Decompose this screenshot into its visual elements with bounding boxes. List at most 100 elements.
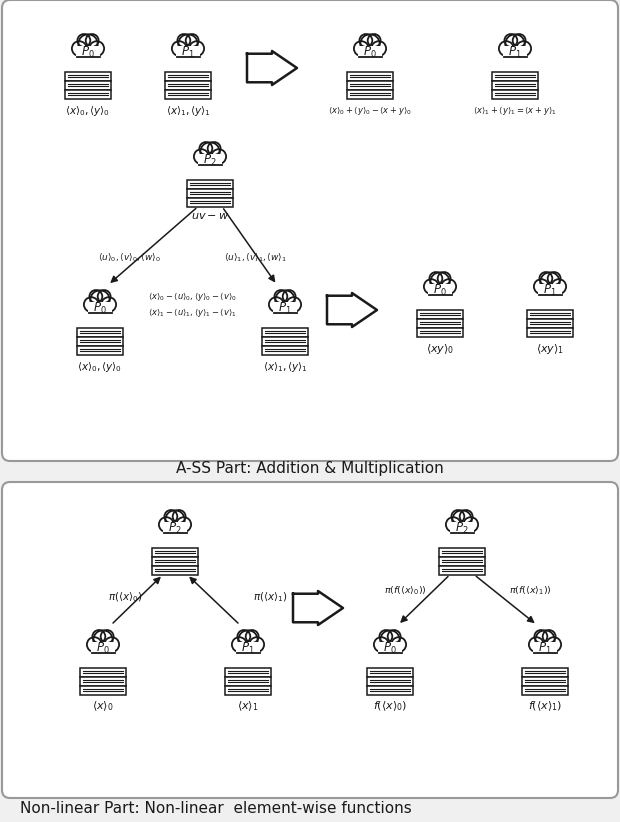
Text: $\langle x\rangle_0+\langle y\rangle_0-\langle x+y\rangle_0$: $\langle x\rangle_0+\langle y\rangle_0-\… [328,104,412,117]
Circle shape [513,34,526,47]
Circle shape [529,637,544,652]
Circle shape [541,272,560,292]
Circle shape [249,637,264,652]
Text: $P_1$: $P_1$ [181,44,195,59]
Bar [492,72,538,81]
Text: $P_1$: $P_1$ [543,283,557,298]
Circle shape [391,637,406,652]
Text: $\langle x\rangle_0-\langle u\rangle_0,\langle y\rangle_0-\langle v\rangle_0$: $\langle x\rangle_0-\langle u\rangle_0,\… [148,289,237,302]
FancyBboxPatch shape [538,287,562,295]
Circle shape [89,41,104,56]
Text: $\langle x\rangle_0,\langle y\rangle_0$: $\langle x\rangle_0,\langle y\rangle_0$ [78,359,123,373]
Bar [527,327,573,336]
Circle shape [275,290,287,303]
Bar [417,319,463,327]
Circle shape [551,279,566,294]
Text: $P_0$: $P_0$ [81,44,95,59]
Circle shape [546,637,561,652]
Circle shape [238,630,258,649]
Bar [187,179,233,188]
Text: $\langle u\rangle_0,\langle v\rangle_0,\langle w\rangle_0$: $\langle u\rangle_0,\langle v\rangle_0,\… [98,251,161,263]
Text: $P_0$: $P_0$ [363,44,377,59]
Bar [65,81,111,90]
Circle shape [354,41,369,56]
Circle shape [441,279,456,294]
Circle shape [430,272,450,292]
Circle shape [379,630,392,643]
Bar [527,310,573,319]
Polygon shape [327,293,377,327]
Circle shape [87,637,102,652]
Bar [80,667,126,677]
Circle shape [499,41,513,56]
Circle shape [380,630,400,649]
Bar [152,556,198,566]
Bar [367,686,413,695]
FancyBboxPatch shape [378,642,402,653]
Text: $P_1$: $P_1$ [538,640,552,656]
FancyBboxPatch shape [273,305,297,313]
Circle shape [269,298,283,312]
Bar [527,319,573,327]
FancyBboxPatch shape [198,155,222,164]
Circle shape [89,290,102,303]
FancyBboxPatch shape [163,522,187,533]
Bar [417,327,463,336]
Circle shape [388,630,401,643]
Text: $\langle x\rangle_1+\langle y\rangle_1=\langle x+y\rangle_1$: $\langle x\rangle_1+\langle y\rangle_1=\… [473,104,557,117]
Text: $\langle x\rangle_1-\langle u\rangle_1,\langle y\rangle_1-\langle v\rangle_1$: $\langle x\rangle_1-\langle u\rangle_1,\… [148,306,237,318]
FancyBboxPatch shape [236,642,260,653]
Text: $f(\langle x\rangle_0)$: $f(\langle x\rangle_0)$ [373,700,407,713]
Text: $P_2$: $P_2$ [168,520,182,536]
Circle shape [374,637,389,652]
Circle shape [371,41,386,56]
Circle shape [246,630,259,643]
Text: $\pi(\langle x\rangle_0)$: $\pi(\langle x\rangle_0)$ [108,590,143,604]
Circle shape [166,510,185,529]
Circle shape [237,630,250,643]
FancyBboxPatch shape [2,0,618,461]
FancyBboxPatch shape [378,645,402,653]
Text: $uv-w$: $uv-w$ [191,210,229,220]
Bar [262,336,308,345]
Circle shape [78,35,98,53]
Text: $P_1$: $P_1$ [508,44,522,59]
Circle shape [200,142,212,155]
Circle shape [164,510,177,523]
FancyBboxPatch shape [176,49,200,58]
Circle shape [194,149,208,164]
Circle shape [438,272,451,285]
Text: $\pi(\langle x\rangle_1)$: $\pi(\langle x\rangle_1)$ [253,590,288,604]
Bar [80,677,126,686]
Bar [65,72,111,81]
FancyBboxPatch shape [503,49,527,58]
Circle shape [542,630,556,643]
Circle shape [176,517,191,532]
Text: A-SS Part: Addition & Multiplication: A-SS Part: Addition & Multiplication [176,460,444,475]
Circle shape [459,510,472,523]
FancyBboxPatch shape [538,284,562,294]
FancyBboxPatch shape [76,46,100,57]
FancyBboxPatch shape [88,305,112,313]
Circle shape [286,298,301,312]
Text: $\langle xy\rangle_0$: $\langle xy\rangle_0$ [426,342,454,356]
Bar [262,327,308,336]
FancyBboxPatch shape [533,642,557,653]
Bar [522,677,568,686]
FancyBboxPatch shape [76,49,100,58]
Text: $\pi(f(\langle x\rangle_1))$: $\pi(f(\langle x\rangle_1))$ [508,584,551,596]
Circle shape [177,34,190,47]
Circle shape [208,142,221,155]
Circle shape [98,290,110,303]
Text: $P_0$: $P_0$ [383,640,397,656]
Bar [80,686,126,695]
Bar [439,547,485,556]
Bar [225,686,271,695]
Circle shape [463,517,478,532]
Circle shape [189,41,204,56]
Bar [522,667,568,677]
Bar [367,667,413,677]
Text: $P_0$: $P_0$ [96,640,110,656]
FancyBboxPatch shape [503,46,527,57]
Circle shape [430,272,442,285]
